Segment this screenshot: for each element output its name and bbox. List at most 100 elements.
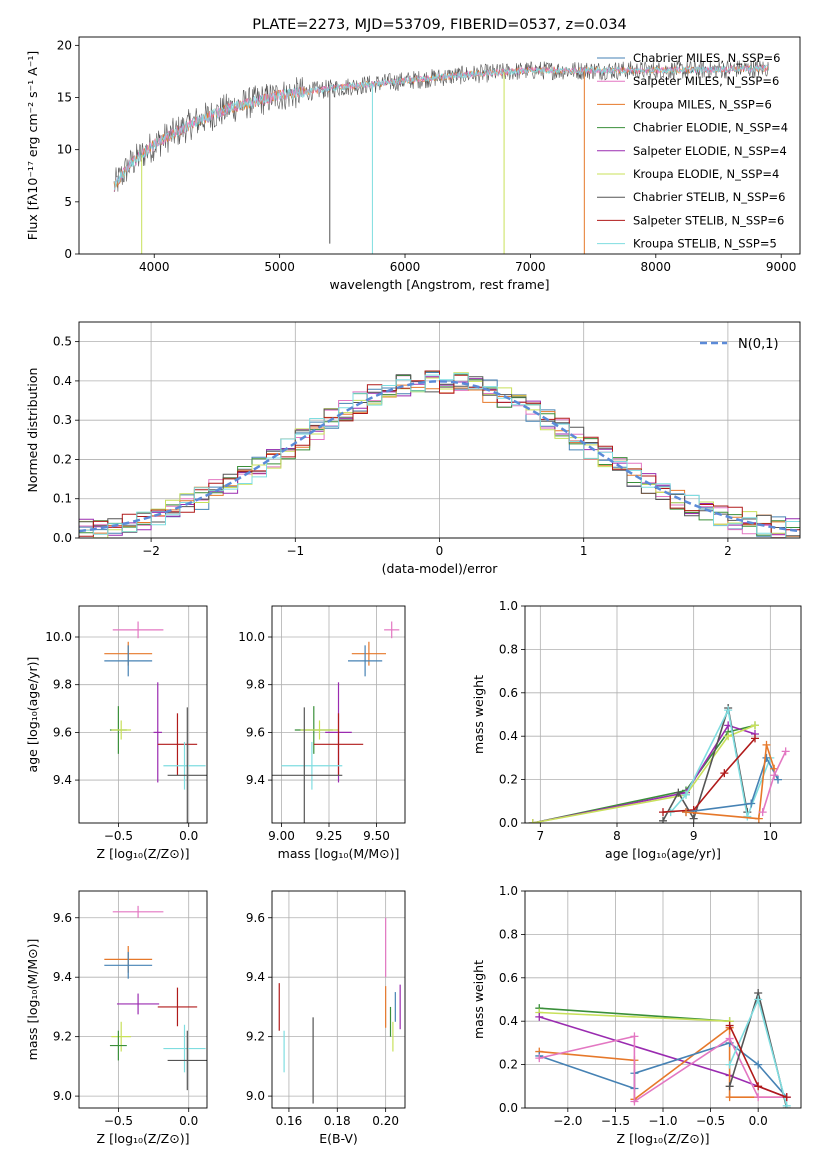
weight_vs_age-plot-area	[528, 703, 790, 823]
y-tick-label: 5	[64, 195, 72, 209]
x-tick-label: 7000	[515, 260, 546, 274]
spectrum-plot-area	[113, 60, 769, 254]
x-tick-label: 0.18	[324, 1114, 351, 1128]
data-point-chabrier_stelib	[689, 814, 698, 823]
x-tick-label: 9.25	[316, 829, 343, 843]
y-tick-label: 0.4	[499, 729, 518, 743]
y-tick-label: 0.0	[499, 816, 518, 830]
y-tick-label: 0.1	[53, 492, 72, 506]
x-axis-label: Z [log₁₀(Z/Z⊙)]	[617, 1131, 710, 1146]
data-point-chabrier_stelib	[659, 816, 667, 823]
series-line-chabrier_elodie	[532, 724, 756, 823]
normal-curve	[79, 380, 800, 533]
y-axis-label: mass [log₁₀(M/M⊙)]	[25, 939, 40, 1061]
data-point-salpeter_stelib	[725, 1021, 734, 1030]
data-point-kroupa_miles	[725, 1093, 734, 1102]
x-tick-label: −0.5	[104, 1114, 133, 1128]
x-tick-label: −0.5	[696, 1114, 725, 1128]
x-tick-label: 9.00	[268, 829, 295, 843]
data-point-salpeter_miles	[758, 808, 767, 817]
y-tick-label: 9.0	[53, 1089, 72, 1103]
data-point-chabrier_miles	[774, 775, 782, 784]
x-tick-label: 10	[763, 829, 778, 843]
y-tick-label: 9.6	[53, 911, 72, 925]
data-point-salpeter_miles	[754, 1093, 763, 1102]
mass_vs_ebv-panel: 0.16 0.18 0.20 9.0 9.2 9.4 9.6 E(B-V)	[246, 890, 406, 1146]
x-axis-label: Z [log₁₀(Z/Z⊙)]	[97, 1131, 190, 1146]
x-tick-label: 0.0	[179, 829, 198, 843]
legend-entry: Salpeter ELODIE, N_SSP=4	[633, 144, 787, 158]
y-tick-label: 9.2	[53, 1030, 72, 1044]
data-point-salpeter_miles	[630, 1097, 639, 1106]
axes-frame	[78, 36, 801, 255]
axes-frame	[524, 890, 802, 1109]
data-point-kroupa_elodie	[751, 721, 759, 730]
series-line-kroupa_miles	[685, 744, 775, 820]
x-tick-label: −1.0	[648, 1114, 677, 1128]
series-line-kroupa_elodie	[532, 724, 756, 823]
x-axis-label: (data-model)/error	[382, 561, 499, 576]
x-tick-label: 9.50	[363, 829, 390, 843]
y-tick-label: 0	[64, 247, 72, 261]
y-tick-label: 0.2	[53, 452, 72, 466]
y-tick-label: 0.2	[499, 773, 518, 787]
x-axis-label: wavelength [Angstrom, rest frame]	[329, 277, 549, 292]
legend-entry: Kroupa STELIB, N_SSP=5	[633, 237, 777, 251]
histogram-kroupa_stelib	[79, 373, 800, 538]
y-tick-label: 15	[57, 91, 72, 105]
y-tick-label: 20	[57, 38, 72, 52]
data-point-chabrier_stelib	[674, 788, 683, 797]
legend-entry: N(0,1)	[738, 337, 779, 352]
data-point-salpeter_stelib	[782, 1093, 791, 1102]
data-point-salpeter_stelib	[754, 1082, 763, 1091]
y-tick-label: 0.8	[499, 927, 518, 941]
x-tick-label: −1.5	[601, 1114, 630, 1128]
x-tick-label: 5000	[264, 260, 295, 274]
x-tick-label: −1	[286, 544, 304, 558]
axes-frame	[271, 890, 406, 1109]
y-tick-label: 9.6	[246, 725, 265, 739]
x-tick-label: 9	[690, 829, 698, 843]
data-point-salpeter_stelib	[751, 734, 759, 743]
data-point-salpeter_miles	[630, 1032, 639, 1041]
x-tick-label: 9000	[766, 260, 797, 274]
y-tick-label: 0.3	[53, 413, 72, 427]
x-tick-label: 0.0	[179, 1114, 198, 1128]
series-line-kroupa_elodie	[539, 1011, 730, 1022]
x-tick-label: 0.16	[276, 1114, 303, 1128]
data-point-salpeter_elodie	[535, 1012, 544, 1021]
y-tick-label: 1.0	[499, 599, 518, 613]
y-tick-label: 9.6	[246, 911, 265, 925]
y-tick-label: 9.0	[246, 1089, 265, 1103]
series-line-chabrier_miles	[539, 1042, 788, 1098]
data-point-kroupa_stelib	[754, 995, 763, 1004]
chart-title: PLATE=2273, MJD=53709, FIBERID=0537, z=0…	[252, 17, 626, 33]
data-point-chabrier_miles	[762, 753, 771, 762]
mass_vs_Z-plot-area	[104, 905, 207, 1091]
data-point-chabrier_miles	[747, 799, 756, 808]
y-axis-label: age [log₁₀(age/yr)]	[25, 657, 40, 773]
x-tick-label: 0.0	[749, 1114, 768, 1128]
x-tick-label: 8000	[641, 260, 672, 274]
y-tick-label: 1.0	[499, 884, 518, 898]
data-point-kroupa_stelib	[743, 812, 752, 821]
age_vs_Z-panel: −0.5 0.0 9.4 9.6 9.8 10.0 Z [log₁₀(Z/Z⊙)] age […	[25, 605, 208, 861]
spectrum-legend: Chabrier MILES, N_SSP=6 Salpeter MILES, N…	[597, 51, 788, 251]
legend-entry: Salpeter MILES, N_SSP=6	[633, 74, 779, 88]
y-tick-label: 9.4	[53, 773, 72, 787]
data-point-kroupa_miles	[682, 808, 690, 817]
y-tick-label: 0.2	[499, 1058, 518, 1072]
data-point-kroupa_stelib	[682, 790, 690, 799]
series-line-salpeter_miles	[539, 1035, 787, 1103]
x-axis-label: Z [log₁₀(Z/Z⊙)]	[97, 846, 190, 861]
y-tick-label: 9.8	[53, 678, 72, 692]
x-tick-label: −0.5	[104, 829, 133, 843]
x-tick-label: 7	[537, 829, 545, 843]
age_vs_Z-plot-area	[104, 621, 207, 823]
data-point-salpeter_miles	[725, 1034, 734, 1043]
data-point-chabrier_stelib	[725, 1082, 734, 1091]
y-tick-label: 10	[57, 143, 72, 157]
data-point-kroupa_elodie	[724, 732, 733, 741]
mass_vs_Z-panel: −0.5 0.0 9.0 9.2 9.4 9.6 Z [log₁₀(Z/Z⊙)] mass […	[25, 890, 208, 1146]
